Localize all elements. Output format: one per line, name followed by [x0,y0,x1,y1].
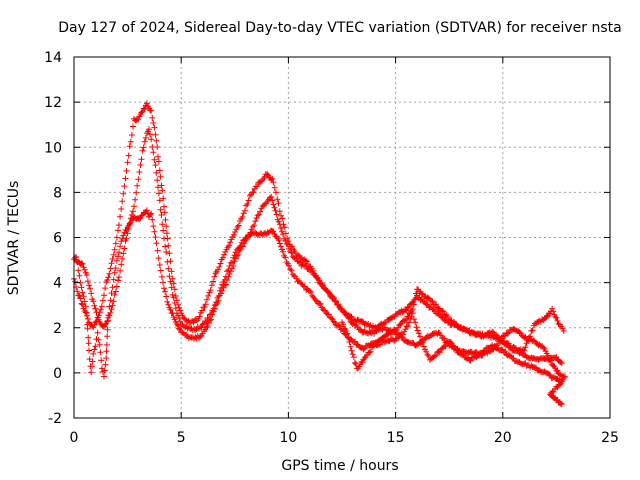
x-tick-label: 0 [70,430,79,446]
y-tick-label: 12 [44,95,62,111]
marker-trail [73,100,567,355]
y-tick-label: 14 [44,50,62,66]
y-tick-label: 10 [44,140,62,156]
marker-trail [71,193,565,385]
x-tick-label: 20 [494,430,512,446]
y-tick-label: 4 [53,276,62,292]
x-tick-label: 10 [279,430,297,446]
series-track-c [73,100,567,355]
series-track-b [71,193,565,385]
x-tick-label: 25 [601,430,619,446]
series-track-d [339,310,568,408]
chart-title: Day 127 of 2024, Sidereal Day-to-day VTE… [58,20,621,36]
x-tick-label: 5 [177,430,186,446]
y-tick-label: -2 [48,411,62,427]
x-tick-label: 15 [387,430,405,446]
x-axis-label: GPS time / hours [281,458,398,474]
y-tick-label: 6 [53,231,62,247]
y-tick-label: 8 [53,185,62,201]
grid-layer [74,57,610,418]
axis-ticks: 0 5 10 15 20 25 -2 0 2 4 6 8 10 12 14 [44,50,619,446]
y-axis-label: SDTVAR / TECUs [6,181,22,296]
y-tick-label: 0 [53,366,62,382]
data-marks [71,100,568,408]
y-tick-label: 2 [53,321,62,337]
series-track-a [71,126,565,367]
marker-trail [339,310,568,408]
marker-trail [71,126,565,367]
